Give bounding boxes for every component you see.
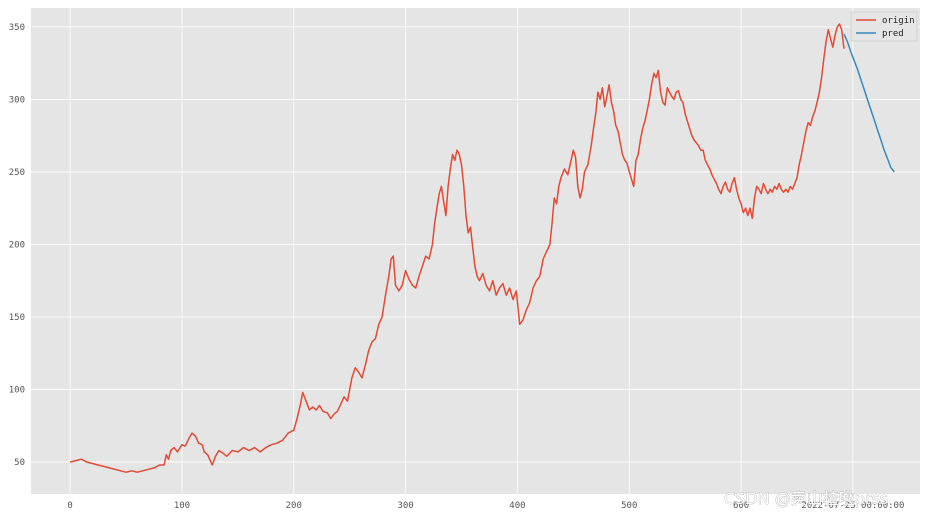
y-tick-label: 300 [9, 95, 25, 105]
y-tick-label: 250 [9, 168, 25, 178]
series-line-origin [69, 23, 845, 473]
x-tick-label: 2022-07-25 00:00:00 [801, 501, 904, 511]
axis-ticks: 0 100 200 300 400 500 600 2022-07-25 00:00:00 50… [9, 23, 905, 511]
grid-lines [31, 8, 920, 494]
y-tick-label: 150 [9, 313, 25, 323]
x-tick-label: 300 [397, 501, 413, 511]
series-line-pred [843, 33, 895, 173]
plot-area [31, 8, 920, 494]
series-lines [69, 23, 895, 473]
y-tick-label: 100 [9, 386, 25, 396]
legend-label-pred: pred [882, 29, 904, 39]
legend-box [850, 11, 918, 42]
y-tick-label: 350 [9, 23, 25, 33]
x-tick-label: 600 [733, 501, 749, 511]
y-tick-label: 50 [14, 458, 25, 468]
x-tick-label: 200 [286, 501, 302, 511]
watermark: CSDN @卖山楂啦prss [724, 489, 888, 508]
legend-label-origin: origin [882, 16, 915, 26]
x-tick-label: 500 [621, 501, 637, 511]
legend: origin pred [850, 11, 918, 42]
y-tick-label: 200 [9, 240, 25, 250]
x-tick-label: 400 [509, 501, 525, 511]
x-tick-label: 100 [174, 501, 190, 511]
x-tick-label: 0 [67, 501, 72, 511]
